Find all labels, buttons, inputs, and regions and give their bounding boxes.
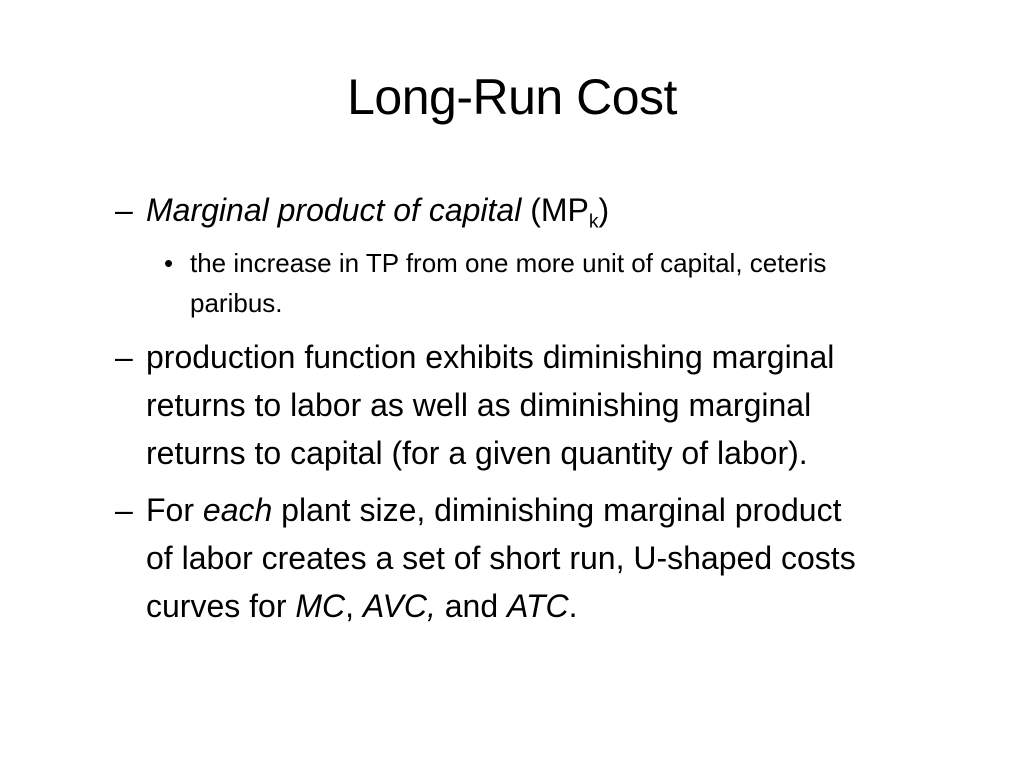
text-line: paribus. <box>190 288 283 318</box>
text-run: , <box>345 588 363 624</box>
bullet-text: production function exhibits diminishing… <box>146 333 976 477</box>
bullet-text: For each plant size, diminishing margina… <box>146 486 976 630</box>
text-line: of labor creates a set of short run, U-s… <box>146 540 856 576</box>
text-line: returns to capital (for a given quantity… <box>146 435 808 471</box>
text-line: returns to labor as well as diminishing … <box>146 387 812 423</box>
subscript-k: k <box>588 211 599 233</box>
text-run: . <box>568 588 578 624</box>
dash-marker: – <box>115 192 133 228</box>
text-run: curves for <box>146 588 296 624</box>
bullet-dot-marker: • <box>164 248 174 278</box>
text-line: curves for MC, AVC, and ATC. <box>146 582 976 630</box>
term-atc: ATC <box>507 588 569 624</box>
term-marginal-product-of-capital: Marginal product of capital <box>146 192 522 228</box>
text-run: For <box>146 492 203 528</box>
dash-marker: – <box>115 339 133 375</box>
emphasis-each: each <box>202 492 273 528</box>
text-line: the increase in TP from one more unit of… <box>190 248 827 278</box>
term-avc: AVC, <box>362 588 436 624</box>
text-line: For each plant size, diminishing margina… <box>146 486 976 534</box>
dash-marker: – <box>115 492 133 528</box>
sub-bullet-text: the increase in TP from one more unit of… <box>190 243 990 323</box>
paren-close: ) <box>598 192 610 228</box>
term-mc: MC <box>295 588 346 624</box>
text-run: plant size, diminishing marginal product <box>272 492 842 528</box>
bullet-text: Marginal product of capital (MPk) <box>146 186 976 234</box>
slide-title: Long-Run Cost <box>347 69 677 125</box>
paren-open: (MP <box>521 192 589 228</box>
text-line: production function exhibits diminishing… <box>146 339 835 375</box>
text-run: and <box>435 588 508 624</box>
